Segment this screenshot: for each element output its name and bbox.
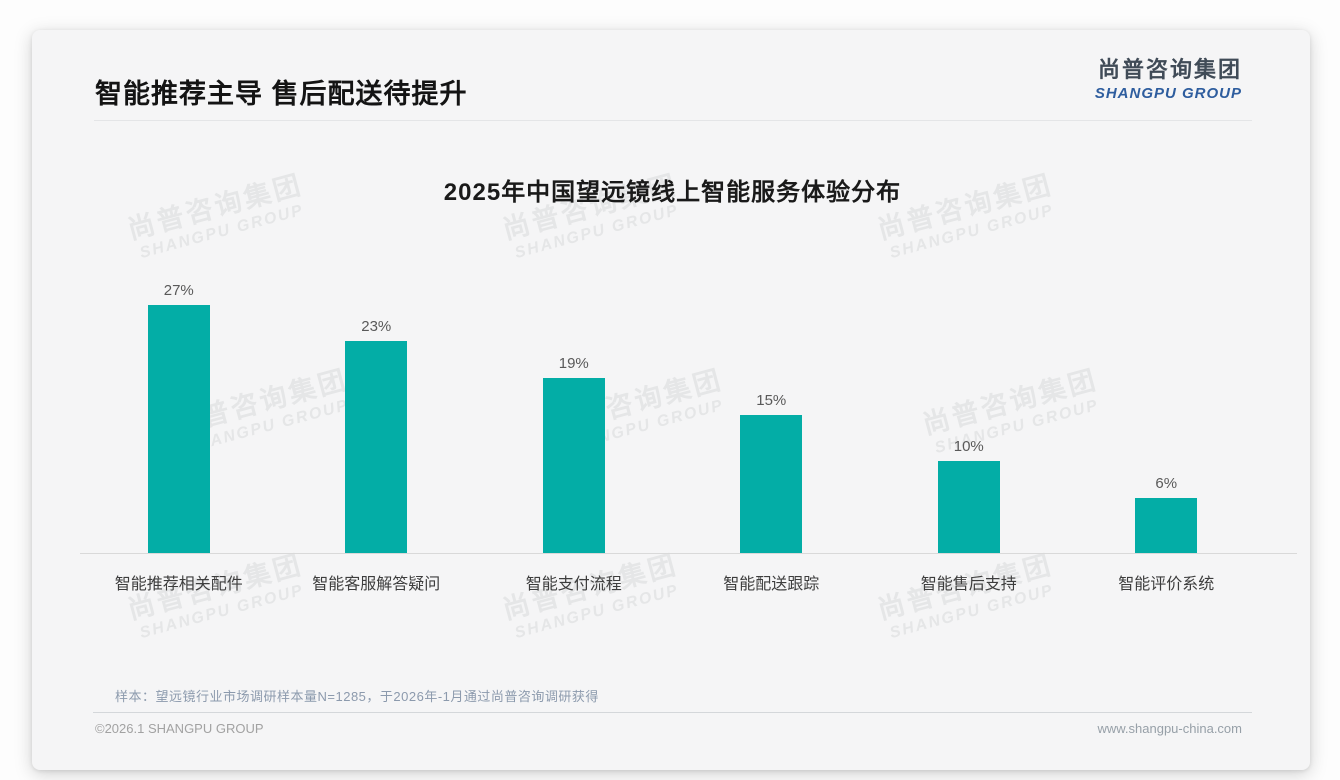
- slide-card: 尚普咨询集团 SHANGPU GROUP 尚普咨询集团 SHANGPU GROU…: [32, 30, 1310, 770]
- category-label: 智能支付流程: [525, 576, 622, 593]
- bar-value-label: 6%: [1155, 474, 1178, 492]
- brand-logo: 尚普咨询集团 SHANGPU GROUP: [1095, 52, 1242, 102]
- bar: [147, 304, 210, 553]
- footer-divider: [93, 712, 1252, 713]
- bar: [542, 378, 605, 553]
- bar-column: 15%: [673, 268, 871, 553]
- bar-value-label: 15%: [756, 392, 787, 409]
- bar-column: 19%: [475, 268, 673, 553]
- category-label: 智能评价系统: [1118, 576, 1215, 593]
- bar-value-label: 23%: [361, 318, 392, 336]
- bar: [937, 461, 1000, 553]
- footer-website: www.shangpu-china.com: [1097, 721, 1242, 736]
- footer: ©2026.1 SHANGPU GROUP www.shangpu-china.…: [95, 721, 1242, 736]
- footer-copyright: ©2026.1 SHANGPU GROUP: [95, 721, 264, 736]
- bar-value-label: 27%: [163, 281, 194, 299]
- brand-logo-cn-text: 尚普咨询集团: [1097, 57, 1242, 82]
- bar: [345, 341, 408, 553]
- bar-column: 27%: [80, 268, 278, 553]
- bar-chart: 2025年中国望远镜线上智能服务体验分布 27% 23% 19% 15% 10%…: [32, 30, 1310, 770]
- x-axis-line: [80, 553, 1297, 554]
- chart-title: 2025年中国望远镜线上智能服务体验分布: [443, 179, 902, 206]
- chart-plot-area: 27% 23% 19% 15% 10% 6%: [80, 268, 1265, 553]
- category-label: 智能推荐相关配件: [114, 576, 243, 593]
- bar: [1135, 497, 1198, 553]
- bar-column: 10%: [870, 268, 1068, 553]
- header-divider: [94, 120, 1252, 121]
- category-label: 智能配送跟踪: [723, 576, 820, 593]
- bar-column: 6%: [1068, 268, 1266, 553]
- x-axis-labels: 智能推荐相关配件 智能客服解答疑问 智能支付流程 智能配送跟踪 智能售后支持 智…: [80, 570, 1265, 594]
- bar-value-label: 10%: [953, 438, 984, 455]
- page-title: 智能推荐主导 售后配送待提升: [95, 79, 468, 109]
- bar-value-label: 19%: [558, 355, 589, 373]
- brand-logo-en-text: SHANGPU GROUP: [1094, 85, 1242, 102]
- sample-note: 样本：望远镜行业市场调研样本量N=1285，于2026年-1月通过尚普咨询调研获…: [115, 689, 599, 704]
- category-label: 智能客服解答疑问: [312, 576, 441, 593]
- bar: [740, 415, 803, 553]
- bar-column: 23%: [278, 268, 476, 553]
- category-label: 智能售后支持: [920, 576, 1017, 593]
